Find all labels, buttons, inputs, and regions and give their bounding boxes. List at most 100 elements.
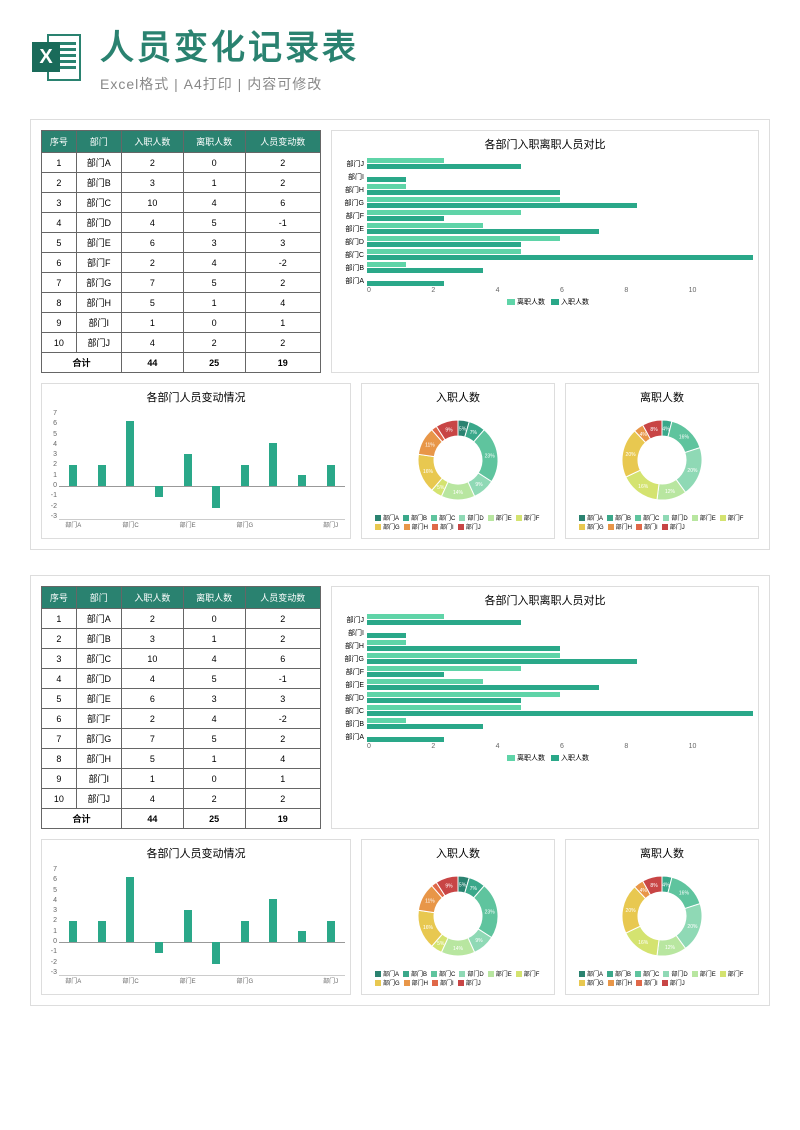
svg-text:X: X: [39, 46, 53, 68]
chart-title: 入职人数: [367, 845, 549, 861]
svg-text:5%: 5%: [459, 426, 467, 432]
vbar-bar: [212, 942, 220, 964]
chart-legend: 部门A部门B部门C部门D部门E部门F部门G部门H部门I部门J: [367, 515, 549, 533]
hbar-bar: [367, 216, 444, 221]
table-row: 6部门F24-2: [42, 253, 321, 273]
svg-text:4%: 4%: [640, 432, 648, 438]
chart-legend: 离职人数入职人数: [337, 297, 753, 307]
vbar-bar: [241, 465, 249, 487]
chart-title: 离职人数: [571, 389, 753, 405]
vbar-bar: [98, 465, 106, 487]
vbar-bar: [327, 921, 335, 943]
chart-legend: 部门A部门B部门C部门D部门E部门F部门G部门H部门I部门J: [571, 971, 753, 989]
vbar-bar: [184, 910, 192, 943]
svg-text:16%: 16%: [423, 925, 434, 931]
hbar-bar: [367, 281, 444, 286]
table-row: 3部门C1046: [42, 649, 321, 669]
hbar-bar: [367, 679, 483, 684]
svg-text:20%: 20%: [626, 908, 637, 914]
table-header: 离职人数: [183, 587, 245, 609]
hbar-bar: [367, 633, 406, 638]
svg-text:16%: 16%: [638, 484, 649, 490]
svg-text:11%: 11%: [425, 899, 435, 905]
table-row: 10部门J422: [42, 333, 321, 353]
svg-text:12%: 12%: [665, 489, 676, 495]
hbar-bar: [367, 197, 560, 202]
svg-text:20%: 20%: [626, 452, 637, 458]
hbar-bar: [367, 203, 637, 208]
hbar-bar: [367, 177, 406, 182]
svg-text:9%: 9%: [475, 938, 483, 944]
table-header: 人员变动数: [245, 131, 320, 153]
sheet: 序号部门入职人数离职人数人员变动数1部门A2022部门B3123部门C10464…: [30, 119, 770, 550]
table-header: 部门: [76, 131, 121, 153]
table-row: 5部门E633: [42, 233, 321, 253]
table-header: 序号: [42, 131, 77, 153]
svg-text:16%: 16%: [638, 940, 649, 946]
table-row: 9部门I101: [42, 313, 321, 333]
hbar-bar: [367, 646, 560, 651]
chart-legend: 部门A部门B部门C部门D部门E部门F部门G部门H部门I部门J: [571, 515, 753, 533]
hbar-bar: [367, 711, 753, 716]
table-row: 2部门B312: [42, 173, 321, 193]
svg-text:16%: 16%: [423, 469, 434, 475]
vbar-bar: [155, 942, 163, 953]
vbar-bar: [69, 465, 77, 487]
hbar-bar: [367, 236, 560, 241]
hbar-bar: [367, 698, 521, 703]
table-header: 离职人数: [183, 131, 245, 153]
table-header: 人员变动数: [245, 587, 320, 609]
hbar-bar: [367, 724, 483, 729]
table-row: 8部门H514: [42, 293, 321, 313]
vbar-bar: [126, 421, 134, 486]
table-header: 序号: [42, 587, 77, 609]
table-row: 4部门D45-1: [42, 213, 321, 233]
svg-text:23%: 23%: [485, 453, 496, 459]
vbar-bar: [184, 454, 192, 487]
donut-chart: 入职人数5%7%23%9%14%5%16%11%9%部门A部门B部门C部门D部门…: [361, 383, 555, 539]
excel-icon: X: [30, 30, 85, 85]
svg-text:7%: 7%: [470, 886, 478, 892]
hbar-bar: [367, 184, 406, 189]
vbar-bar: [212, 486, 220, 508]
table-header: 部门: [76, 587, 121, 609]
table-row: 4部门D45-1: [42, 669, 321, 689]
data-table: 序号部门入职人数离职人数人员变动数1部门A2022部门B3123部门C10464…: [41, 586, 321, 829]
hbar-bar: [367, 190, 560, 195]
chart-title: 离职人数: [571, 845, 753, 861]
hbar-bar: [367, 692, 560, 697]
hbar-bar: [367, 242, 521, 247]
svg-text:5%: 5%: [437, 941, 445, 947]
page-subtitle: Excel格式 | A4打印 | 内容可修改: [100, 74, 770, 94]
vbar-bar: [155, 486, 163, 497]
hbar-chart: 各部门入职离职人员对比部门J部门I部门H部门G部门F部门E部门D部门C部门B部门…: [331, 586, 759, 829]
donut-chart: 离职人数4%16%20%12%16%20%4%8%部门A部门B部门C部门D部门E…: [565, 839, 759, 995]
hbar-bar: [367, 255, 753, 260]
hbar-bar: [367, 223, 483, 228]
hbar-bar: [367, 672, 444, 677]
svg-text:4%: 4%: [640, 888, 648, 894]
hbar-bar: [367, 705, 521, 710]
hbar-chart: 各部门入职离职人员对比部门J部门I部门H部门G部门F部门E部门D部门C部门B部门…: [331, 130, 759, 373]
svg-text:14%: 14%: [453, 490, 464, 496]
table-header: 入职人数: [121, 131, 183, 153]
svg-text:16%: 16%: [679, 891, 690, 897]
svg-text:5%: 5%: [437, 485, 445, 491]
hbar-bar: [367, 210, 521, 215]
table-row: 3部门C1046: [42, 193, 321, 213]
vbar-chart: 各部门人员变动情况76543210-1-2-3部门A部门C部门E部门G部门J: [41, 839, 351, 995]
chart-legend: 部门A部门B部门C部门D部门E部门F部门G部门H部门I部门J: [367, 971, 549, 989]
svg-text:7%: 7%: [470, 430, 478, 436]
svg-text:5%: 5%: [459, 882, 467, 888]
vbar-bar: [298, 475, 306, 486]
svg-text:12%: 12%: [665, 945, 676, 951]
vbar-bar: [241, 921, 249, 943]
table-row: 1部门A202: [42, 609, 321, 629]
vbar-bar: [269, 443, 277, 487]
table-row: 2部门B312: [42, 629, 321, 649]
svg-text:11%: 11%: [425, 443, 435, 449]
svg-text:4%: 4%: [662, 882, 670, 888]
hbar-bar: [367, 164, 521, 169]
hbar-bar: [367, 268, 483, 273]
hbar-bar: [367, 640, 406, 645]
